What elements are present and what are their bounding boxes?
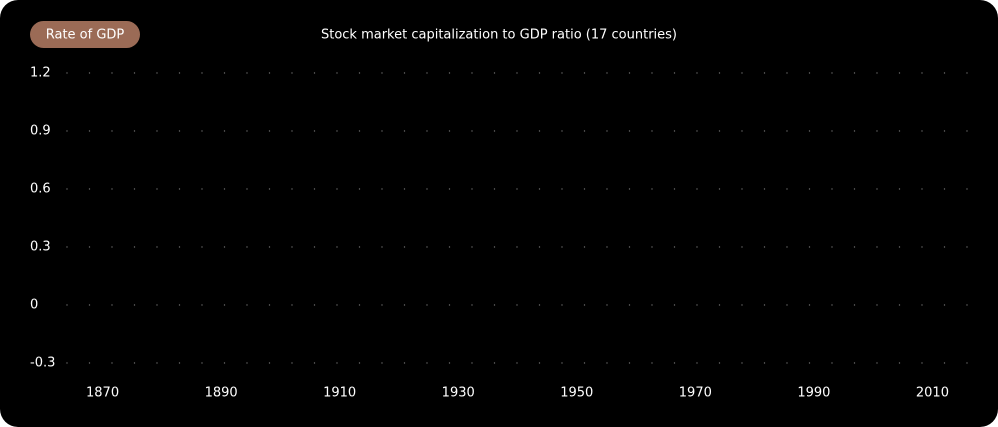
x-tick-label: 1890 xyxy=(205,386,238,401)
x-tick-label: 2010 xyxy=(916,386,949,401)
x-tick-label: 1870 xyxy=(86,386,119,401)
x-tick-label: 1950 xyxy=(560,386,593,401)
y-label-badge xyxy=(30,21,140,48)
y-tick-label: 1.2 xyxy=(30,66,51,81)
x-tick-label: 1990 xyxy=(797,386,830,401)
y-tick-label: 0.6 xyxy=(30,182,51,197)
y-tick-label: 0.3 xyxy=(30,240,51,255)
y-tick-label: 0.9 xyxy=(30,124,51,139)
y-tick-label: -0.3 xyxy=(30,356,55,371)
y-axis-label: Rate of GDP xyxy=(46,28,125,43)
x-tick-label: 1970 xyxy=(679,386,712,401)
x-tick-label: 1910 xyxy=(323,386,356,401)
y-tick-label: 0 xyxy=(30,298,38,313)
x-tick-label: 1930 xyxy=(442,386,475,401)
chart-title: Stock market capitalization to GDP ratio… xyxy=(321,28,677,43)
